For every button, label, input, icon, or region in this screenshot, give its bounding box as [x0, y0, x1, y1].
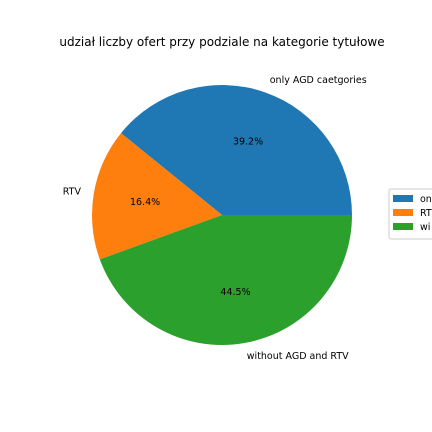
percent-label-2: 44.5% — [220, 287, 250, 298]
legend-items: on RT wi — [393, 194, 432, 233]
chart-title: udział liczby ofert przy podziale na kat… — [59, 35, 384, 49]
legend-swatch-2 — [393, 223, 413, 230]
legend: on RT wi — [388, 188, 432, 240]
slice-label-2: without AGD and RTV — [247, 351, 349, 362]
legend-label-1: RT — [420, 208, 432, 219]
pie-slice-0 — [121, 84, 353, 215]
legend-label-0: on — [420, 194, 432, 205]
percent-label-1: 16.4% — [130, 197, 160, 208]
pie-slices — [92, 84, 353, 346]
slice-label-1: RTV — [63, 186, 82, 197]
legend-swatch-0 — [393, 195, 413, 202]
slice-labels: only AGD caetgories RTV without AGD and RT… — [63, 75, 367, 362]
slice-label-0: only AGD caetgories — [270, 75, 367, 86]
pie-slice-2 — [99, 215, 352, 346]
percent-label-0: 39.2% — [233, 136, 263, 147]
legend-swatch-1 — [393, 209, 413, 216]
percent-labels: 39.2% 16.4% 44.5% — [130, 136, 263, 297]
legend-label-2: wi — [420, 222, 430, 233]
pie-slice-1 — [92, 133, 222, 260]
